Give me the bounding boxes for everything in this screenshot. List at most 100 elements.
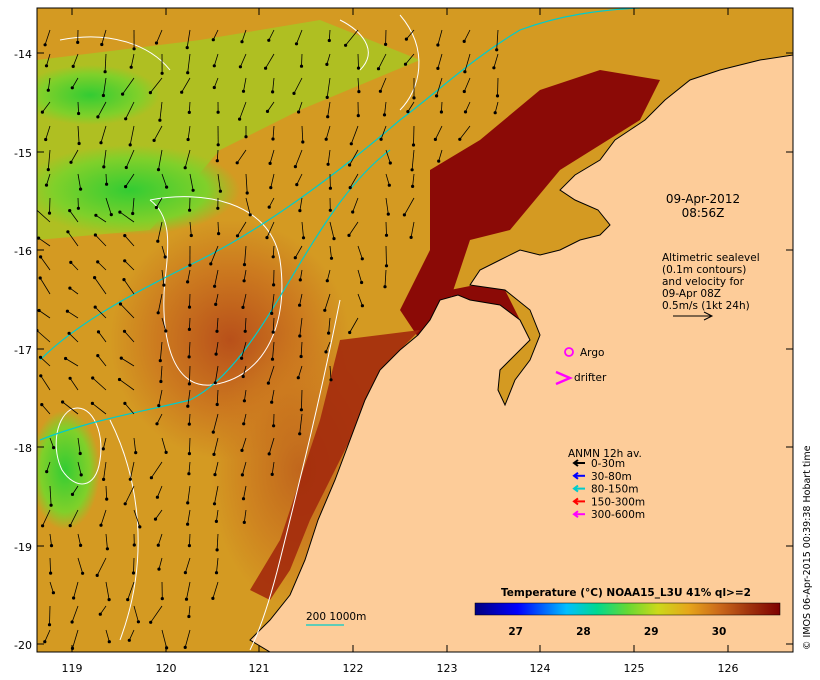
velocity-arrow-head (154, 205, 158, 210)
velocity-arrow (124, 235, 135, 247)
velocity-arrow-head (344, 43, 348, 47)
velocity-arrow-head (68, 524, 72, 528)
velocity-arrow-head (209, 262, 213, 266)
velocity-arrow-head (99, 523, 103, 527)
velocity-arrow (299, 197, 303, 211)
velocity-arrow-head (155, 422, 159, 426)
velocity-arrow-head (242, 520, 246, 525)
velocity-arrow (240, 53, 247, 67)
velocity-arrow-head (325, 95, 329, 99)
velocity-arrow-head (123, 502, 127, 506)
velocity-arrow (189, 293, 191, 308)
velocity-arrow (37, 330, 51, 343)
velocity-arrow (122, 77, 135, 95)
velocity-arrow-head (78, 451, 82, 456)
velocity-arrow-head (384, 264, 389, 268)
velocity-arrow-head (51, 591, 56, 595)
velocity-arrow (42, 509, 51, 526)
velocity-arrow (301, 53, 303, 67)
velocity-arrow-head (164, 450, 168, 454)
velocity-arrow-head (493, 111, 497, 115)
sst-hot-coastal-north (400, 70, 660, 340)
velocity-arrow (245, 197, 251, 215)
velocity-arrow (349, 317, 359, 333)
velocity-arrow-head (348, 163, 352, 167)
velocity-arrow (38, 310, 51, 319)
velocity-arrow-head (123, 259, 127, 263)
velocity-arrow (242, 461, 247, 476)
velocity-arrow (357, 53, 359, 69)
velocity-arrow (189, 173, 194, 191)
velocity-arrow (270, 173, 275, 188)
velocity-arrow-head (301, 236, 306, 240)
velocity-arrow-head (138, 525, 142, 529)
velocity-arrow (40, 256, 51, 271)
velocity-arrow (156, 197, 163, 208)
velocity-arrow (213, 53, 219, 66)
velocity-arrow-head (154, 41, 159, 45)
velocity-arrow-head (37, 236, 41, 240)
velocity-arrow (349, 149, 359, 166)
velocity-arrow-head (187, 614, 191, 619)
velocity-arrow-head (458, 137, 462, 141)
velocity-arrow (241, 437, 247, 451)
velocity-arrow-head (216, 143, 220, 147)
anmn-legend-label: 0-30m (591, 458, 625, 470)
velocity-arrow (187, 53, 191, 73)
velocity-arrow (71, 77, 79, 89)
velocity-arrow-head (293, 165, 297, 169)
velocity-arrow-head (267, 205, 271, 209)
velocity-arrow-head (241, 497, 246, 501)
velocity-arrow (244, 389, 247, 401)
velocity-arrow (300, 341, 303, 357)
velocity-arrow (267, 101, 275, 112)
velocity-arrow (327, 149, 331, 165)
velocity-arrow-head (383, 285, 387, 289)
velocity-arrow (157, 485, 163, 498)
velocity-arrow-head (156, 239, 160, 243)
velocity-arrow-head (270, 357, 275, 361)
velocity-arrow-head (117, 377, 122, 382)
velocity-arrow (161, 437, 167, 453)
velocity-arrow (121, 357, 135, 367)
velocity-arrow-head (149, 476, 153, 480)
velocity-arrow-head (77, 111, 81, 116)
velocity-arrow-head (216, 110, 220, 114)
velocity-arrow-head (136, 620, 140, 624)
shelf-contour-200m (39, 8, 641, 361)
velocity-arrow-head (91, 376, 95, 380)
velocity-arrow (130, 53, 135, 68)
sealevel-contour-2 (149, 196, 283, 386)
velocity-arrow (293, 77, 303, 94)
velocity-arrow-head (240, 473, 244, 477)
velocity-arrow (214, 485, 219, 504)
velocity-arrow-head (299, 408, 303, 412)
velocity-arrow (407, 101, 415, 112)
velocity-arrow-head (64, 356, 68, 361)
velocity-arrow (158, 557, 163, 570)
velocity-arrow-head (121, 92, 125, 96)
velocity-arrow-head (66, 230, 70, 234)
velocity-arrow (65, 358, 79, 367)
anmn-legend-arrowhead (572, 510, 579, 518)
velocity-arrow (159, 101, 163, 121)
velocity-arrow-head (463, 70, 467, 74)
sst-green-patch-west (37, 145, 240, 235)
velocity-arrow (69, 509, 79, 526)
velocity-arrow-head (156, 311, 160, 315)
velocity-arrow-head (93, 305, 97, 309)
velocity-arrow-head (326, 162, 330, 166)
velocity-arrow (217, 173, 221, 192)
velocity-arrow (158, 389, 163, 406)
velocity-arrow-head (326, 115, 330, 119)
velocity-arrow (77, 533, 81, 546)
velocity-arrow-head (213, 381, 217, 385)
velocity-arrow (188, 461, 191, 474)
velocity-arrow-head (38, 355, 43, 359)
velocity-arrow-head (187, 452, 191, 456)
velocity-arrow-head (39, 374, 43, 378)
velocity-arrow (161, 269, 165, 286)
velocity-arrow-head (180, 90, 184, 94)
velocity-arrow-head (155, 495, 159, 499)
velocity-arrow (496, 29, 499, 50)
